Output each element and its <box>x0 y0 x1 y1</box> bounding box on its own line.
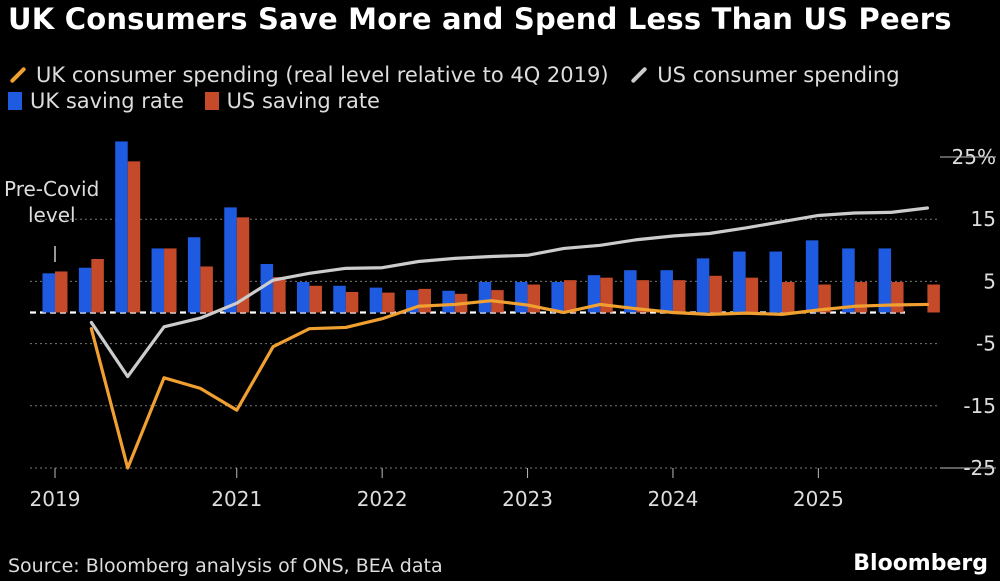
x-tick-label: 2024 <box>647 487 698 511</box>
legend-row-2: UK saving rate US saving rate <box>8 89 394 115</box>
x-tick-label: 2023 <box>502 487 553 511</box>
us-saving-bar <box>782 282 795 313</box>
uk-saving-bar <box>115 141 128 313</box>
annotation-level: level <box>28 203 76 227</box>
us-saving-bar <box>927 284 940 313</box>
us-saving-bar <box>127 161 141 313</box>
us-saving-bar <box>55 271 68 313</box>
us-saving-bar <box>200 266 213 313</box>
uk-saving-bar <box>696 258 710 313</box>
uk-saving-bar <box>296 282 310 313</box>
uk-saving-bar <box>260 263 274 313</box>
uk-saving-bar <box>769 251 782 313</box>
us-saving-bar <box>345 291 359 313</box>
source-note: Source: Bloomberg analysis of ONS, BEA d… <box>8 555 443 577</box>
bar-series <box>42 141 940 313</box>
uk-saving-bar <box>78 267 92 313</box>
uk-spending-line <box>89 299 930 470</box>
uk-saving-bar <box>587 275 601 313</box>
uk-saving-bar <box>442 290 455 313</box>
us-saving-bar <box>709 275 722 313</box>
annotation-pre-covid: Pre-Covid <box>4 177 99 201</box>
y-tick-label: -5 <box>976 332 996 356</box>
us-saving-bar <box>818 284 831 313</box>
us-saving-bar <box>164 248 177 313</box>
uk-saving-bar <box>551 282 564 313</box>
y-tick-label: 15 <box>971 207 996 231</box>
x-tick-label: 2022 <box>357 487 408 511</box>
x-tick-label: 2025 <box>793 487 844 511</box>
us-saving-bar <box>273 277 286 313</box>
legend-item-us-saving: US saving rate <box>204 89 380 113</box>
us-saving-bar <box>672 280 686 313</box>
chart-title: UK Consumers Save More and Spend Less Th… <box>8 2 952 36</box>
uk-saving-bar <box>369 287 383 313</box>
uk-saving-bar <box>515 282 528 313</box>
us-saving-bar <box>418 288 431 313</box>
uk-saving-bar <box>660 270 673 313</box>
y-tick-label: -15 <box>963 394 996 418</box>
uk-saving-bar <box>733 251 746 313</box>
us-saving-bar <box>309 285 322 313</box>
legend-row-1: UK consumer spending (real level relativ… <box>8 58 914 87</box>
legend-item-uk-saving: UK saving rate <box>8 89 184 113</box>
x-tick-label: 2019 <box>30 487 81 511</box>
legend-item-us-spending: US consumer spending <box>629 63 900 87</box>
line-series <box>89 206 930 470</box>
us-saving-bar <box>636 280 650 313</box>
uk-saving-bar <box>224 207 237 313</box>
legend-item-uk-spending: UK consumer spending (real level relativ… <box>8 63 609 87</box>
us-saving-bar <box>891 282 904 313</box>
uk-saving-bar <box>805 240 819 313</box>
uk-saving-bar <box>187 237 201 313</box>
uk-saving-bar <box>333 285 346 313</box>
legend-label-us-spending: US consumer spending <box>657 63 900 87</box>
uk-saving-bar <box>878 248 892 313</box>
uk-saving-bar <box>42 273 55 313</box>
us-saving-bar <box>563 280 577 313</box>
x-tick-label: 2021 <box>211 487 262 511</box>
uk-saving-bar <box>842 248 855 313</box>
us-saving-bar <box>236 217 250 313</box>
legend-label-us-saving: US saving rate <box>226 89 380 113</box>
bloomberg-logo: Bloomberg <box>853 551 988 576</box>
uk-saving-swatch <box>8 92 22 110</box>
us-spending-line <box>89 206 930 379</box>
us-saving-bar <box>91 259 104 313</box>
us-saving-swatch <box>204 92 219 110</box>
legend-label-uk-spending: UK consumer spending (real level relativ… <box>36 63 609 87</box>
us-saving-bar <box>745 277 759 313</box>
uk-saving-bar <box>478 282 492 313</box>
legend-label-uk-saving: UK saving rate <box>30 89 184 113</box>
us-saving-bar <box>382 292 395 313</box>
uk-saving-bar <box>151 248 165 313</box>
y-tick-label: 5 <box>983 269 996 293</box>
uk-saving-bar <box>624 270 637 313</box>
us-saving-bar <box>854 282 868 313</box>
